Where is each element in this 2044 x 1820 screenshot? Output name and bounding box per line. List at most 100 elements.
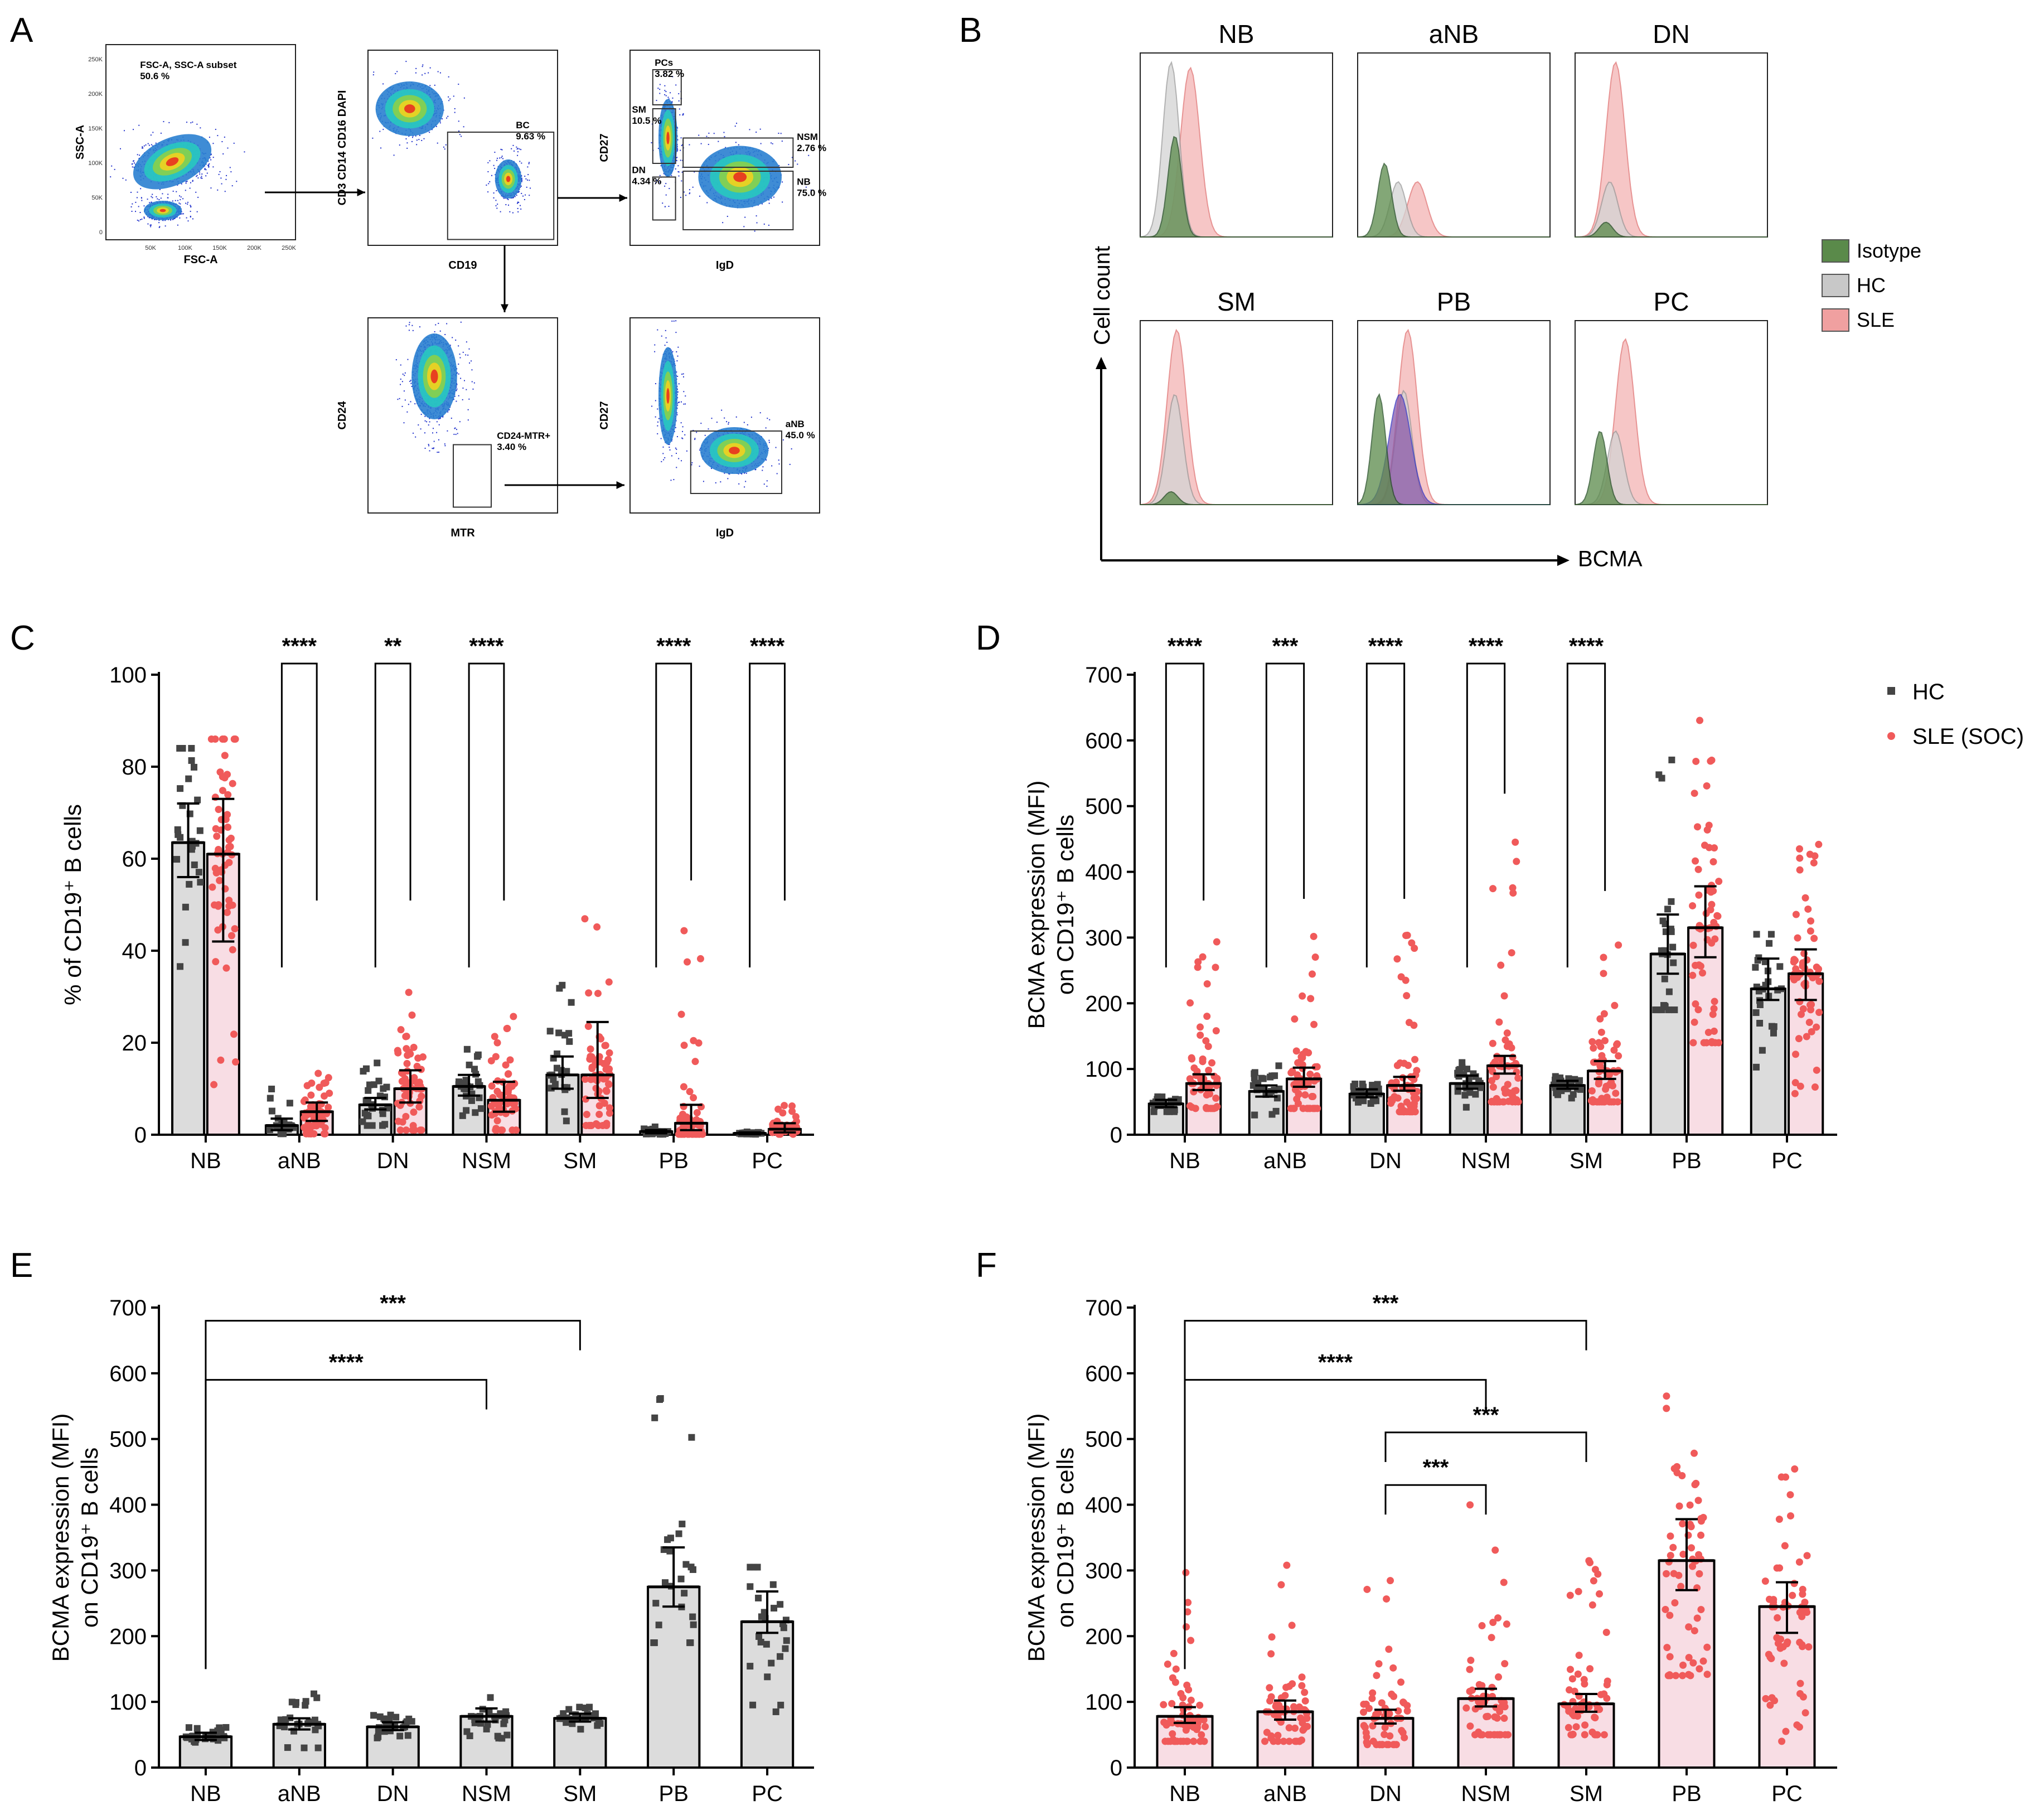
flow-event	[185, 190, 186, 191]
flow-event	[768, 199, 770, 201]
flow-event	[655, 182, 656, 183]
flow-event	[517, 151, 519, 153]
flow-event	[718, 141, 719, 142]
flow-event	[676, 160, 677, 162]
flow-event	[496, 190, 497, 191]
flow-event	[111, 165, 113, 167]
flow-event	[708, 132, 710, 134]
flow-event	[743, 422, 745, 423]
data-point	[186, 880, 193, 888]
flow-event	[402, 373, 404, 375]
flow-event	[517, 211, 519, 212]
flow-event	[694, 171, 695, 173]
flow-event	[422, 74, 423, 76]
flow-event	[410, 401, 411, 403]
data-point	[217, 1056, 225, 1064]
flow-event	[463, 380, 465, 381]
flow-event	[724, 136, 725, 138]
data-point	[221, 752, 229, 759]
flow-event	[408, 404, 409, 405]
flow-event	[524, 176, 526, 177]
flow-event	[159, 188, 161, 190]
flow-event	[662, 446, 664, 448]
gate-percent: 9.63 %	[516, 131, 545, 142]
flow-event	[207, 164, 209, 166]
flow-event	[668, 98, 670, 100]
data-point	[194, 796, 201, 803]
flow-event	[433, 448, 434, 449]
gate-box	[447, 132, 555, 240]
flow-event	[657, 329, 658, 331]
flow-event	[782, 201, 783, 203]
flow-event	[676, 151, 678, 152]
flow-event	[438, 418, 439, 420]
flow-xlabel: CD19	[448, 259, 477, 272]
flow-event	[664, 206, 666, 207]
flow-event	[172, 200, 173, 202]
flow-event	[382, 129, 384, 130]
flow-event	[158, 199, 160, 201]
legend-label: Isotype	[1857, 239, 1921, 262]
flow-event	[408, 324, 410, 326]
data-point	[211, 735, 219, 743]
flow-event	[222, 153, 224, 155]
data-point	[231, 1058, 239, 1066]
density-contour	[404, 104, 415, 113]
gate-box	[652, 176, 676, 221]
flow-event	[495, 205, 497, 207]
flow-event	[422, 64, 424, 66]
flow-event	[760, 143, 762, 144]
flow-event	[205, 175, 207, 177]
flow-event	[454, 395, 456, 397]
flow-event	[372, 137, 374, 139]
flow-event	[789, 463, 791, 465]
flow-event	[459, 421, 461, 423]
flow-event	[755, 131, 757, 133]
flow-event	[680, 196, 681, 198]
flow-event	[186, 217, 187, 219]
flow-event	[677, 375, 679, 377]
flow-event	[434, 331, 435, 332]
flow-event	[691, 462, 693, 463]
gate-percent: 3.40 %	[497, 442, 526, 452]
data-point	[563, 1068, 570, 1075]
flow-event	[734, 125, 736, 127]
data-point	[219, 735, 226, 743]
flow-event	[229, 167, 231, 168]
flow-event	[750, 417, 752, 418]
flow-event	[458, 364, 459, 365]
flow-event	[685, 195, 687, 196]
flow-event	[676, 360, 678, 362]
flow-event	[439, 120, 441, 122]
flow-event	[227, 147, 229, 149]
flow-event	[521, 162, 522, 164]
flow-event	[778, 463, 780, 465]
density-contour	[430, 369, 438, 384]
flow-event	[706, 135, 708, 137]
flow-event	[130, 206, 132, 207]
data-point	[177, 834, 184, 841]
flow-event	[448, 409, 450, 410]
flow-event	[446, 323, 448, 325]
flow-event	[505, 204, 507, 206]
flow-event	[447, 115, 449, 117]
flow-event	[176, 216, 178, 218]
flow-event	[160, 132, 162, 134]
flow-event	[137, 219, 138, 221]
flow-event	[401, 405, 403, 407]
gate-box	[652, 108, 676, 164]
flow-event	[660, 165, 662, 167]
data-point	[188, 757, 195, 764]
flow-event	[679, 108, 680, 110]
flow-event	[520, 149, 522, 151]
flow-event	[728, 423, 729, 425]
flow-event	[420, 414, 422, 415]
data-point	[365, 1087, 372, 1094]
gate-box	[453, 444, 492, 508]
flow-event	[768, 442, 770, 443]
flow-event	[661, 461, 662, 462]
flow-event	[514, 150, 515, 152]
